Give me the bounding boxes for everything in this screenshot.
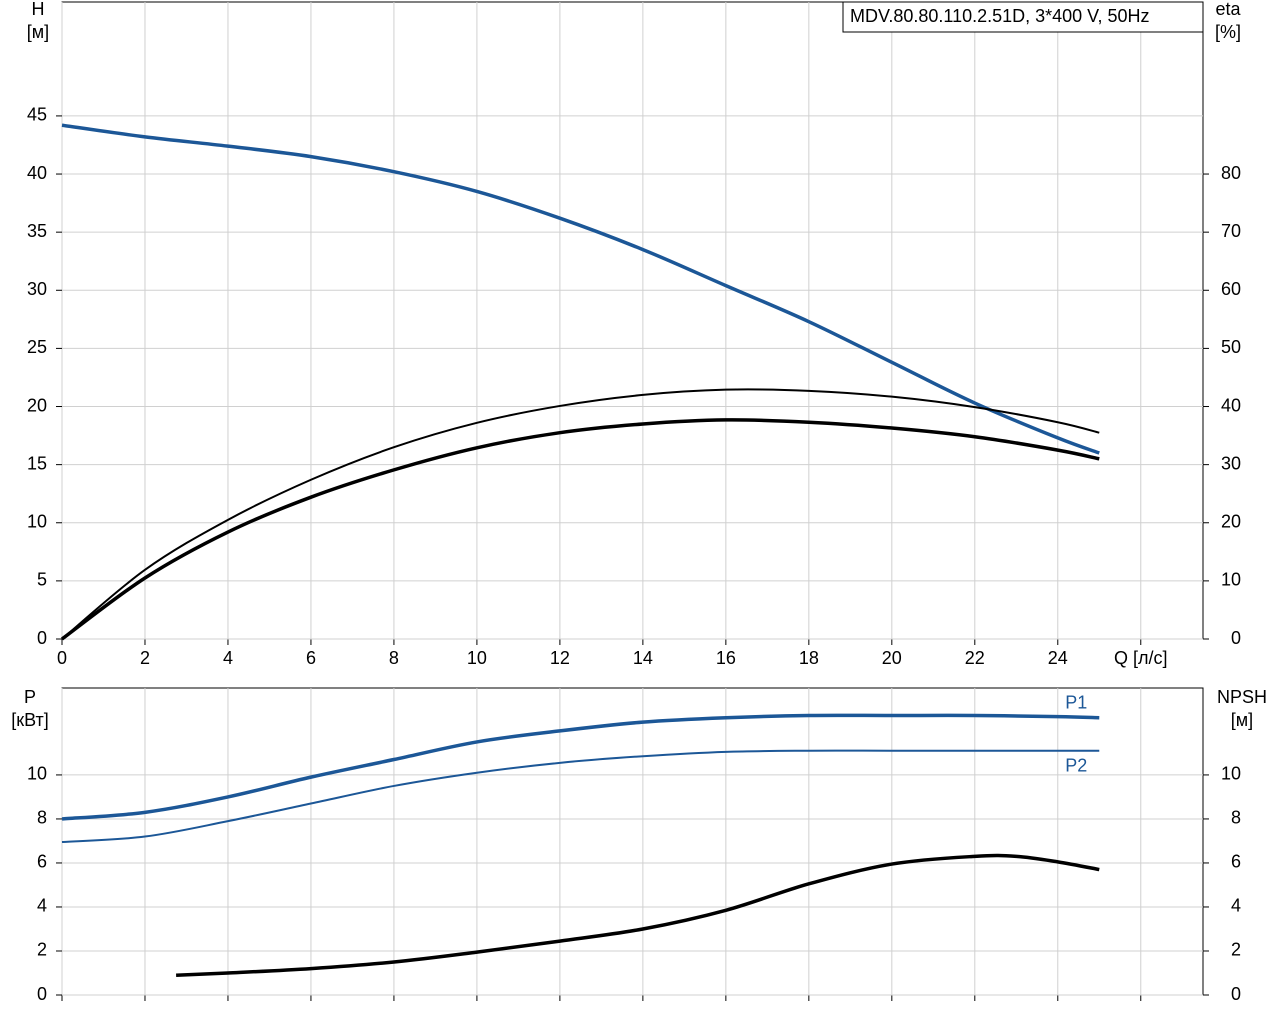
plot-frame: [61, 1, 1204, 640]
y-tick-label: 6: [37, 852, 47, 872]
curve: [61, 749, 1100, 844]
x-tick-label: Q [л/с]: [1114, 648, 1168, 668]
y2-tick-label: 80: [1221, 163, 1241, 183]
y2-tick-label: 2: [1231, 940, 1241, 960]
x-tick-label: 18: [799, 648, 819, 668]
y-tick-label: 0: [37, 984, 47, 1004]
x-tick-label: 12: [550, 648, 570, 668]
y2-tick-label: 60: [1221, 279, 1241, 299]
x-tick-label: 10: [467, 648, 487, 668]
y2-tick-label: 10: [1221, 570, 1241, 590]
y2-tick-label: 10: [1221, 764, 1241, 784]
y-tick-label: 2: [37, 940, 47, 960]
x-tick-label: 8: [389, 648, 399, 668]
y2-tick-label: 70: [1221, 221, 1241, 241]
y-tick-label: 20: [27, 395, 47, 415]
x-tick-label: 20: [882, 648, 902, 668]
series-label: P1: [1065, 692, 1087, 712]
y2-tick-label: 0: [1231, 628, 1241, 648]
y-tick-label: 0: [37, 628, 47, 648]
plot-frame: [61, 687, 1204, 996]
y-tick-label: 45: [27, 105, 47, 125]
x-tick-label: 6: [306, 648, 316, 668]
x-tick-label: 4: [223, 648, 233, 668]
x-tick-label: 16: [716, 648, 736, 668]
y2-tick-label: 50: [1221, 337, 1241, 357]
x-tick-label: 14: [633, 648, 653, 668]
y-tick-label: 10: [27, 512, 47, 532]
y2-tick-label: 0: [1231, 984, 1241, 1004]
y2-tick-label: 30: [1221, 453, 1241, 473]
x-tick-label: 2: [140, 648, 150, 668]
y-axis-label: P: [24, 687, 36, 707]
chart-title: MDV.80.80.110.2.51D, 3*400 V, 50Hz: [850, 6, 1150, 26]
y-axis-unit: [м]: [27, 22, 49, 42]
y-tick-label: 40: [27, 163, 47, 183]
curve: [61, 388, 1100, 640]
y2-tick-label: 8: [1231, 808, 1241, 828]
y2-tick-label: 40: [1221, 395, 1241, 415]
y-tick-label: 15: [27, 453, 47, 473]
curve: [61, 713, 1100, 821]
x-tick-label: 22: [965, 648, 985, 668]
series-label: P2: [1065, 755, 1087, 775]
y-axis-label: H: [32, 0, 45, 19]
y-tick-label: 8: [37, 808, 47, 828]
x-tick-label: 24: [1048, 648, 1068, 668]
y-tick-label: 35: [27, 221, 47, 241]
y2-tick-label: 20: [1221, 512, 1241, 532]
x-tick-label: 0: [57, 648, 67, 668]
y2-tick-label: 6: [1231, 852, 1241, 872]
y2-axis-unit: [%]: [1215, 22, 1241, 42]
y2-tick-label: 4: [1231, 896, 1241, 916]
y-tick-label: 10: [27, 764, 47, 784]
y-tick-label: 5: [37, 570, 47, 590]
y2-axis-label: eta: [1215, 0, 1241, 19]
y2-axis-unit: [м]: [1231, 710, 1253, 730]
y-tick-label: 4: [37, 896, 47, 916]
y2-axis-label: NPSH: [1217, 687, 1267, 707]
y-tick-label: 30: [27, 279, 47, 299]
title-box: [842, 1, 1204, 33]
curve: [176, 853, 1100, 977]
y-axis-unit: [кВт]: [11, 710, 49, 730]
y-tick-label: 25: [27, 337, 47, 357]
curve: [60, 418, 1100, 641]
curve: [61, 123, 1100, 455]
